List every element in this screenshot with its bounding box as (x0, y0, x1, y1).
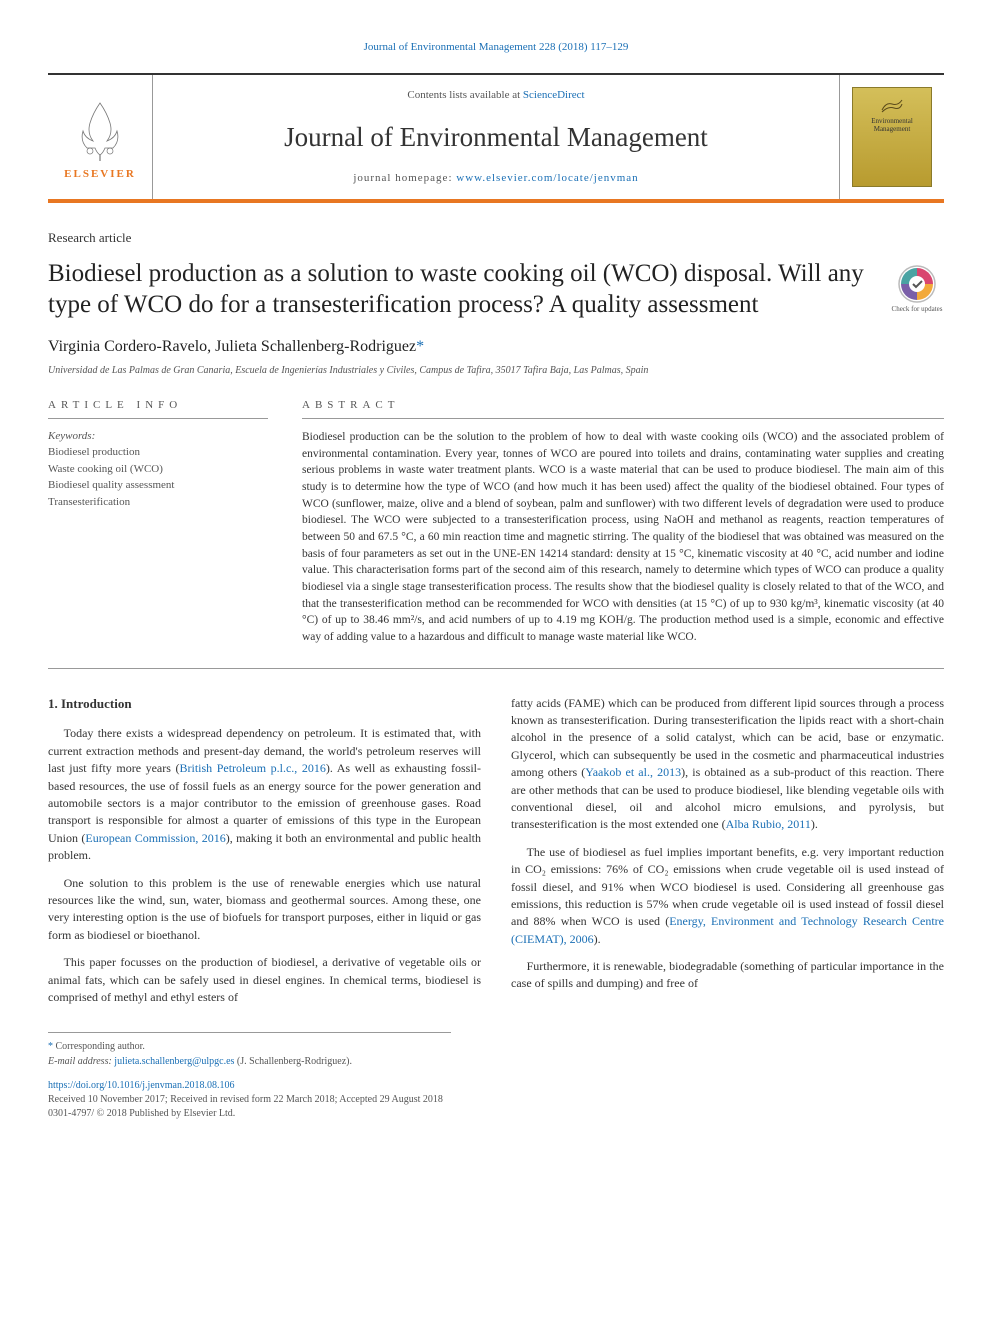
publisher-name: ELSEVIER (64, 167, 136, 182)
keyword-item: Waste cooking oil (WCO) (48, 461, 268, 478)
text: ). (594, 932, 601, 946)
abstract-head: ABSTRACT (302, 398, 944, 418)
contents-prefix: Contents lists available at (407, 89, 522, 101)
citation-link[interactable]: British Petroleum p.l.c., 2016 (179, 761, 325, 775)
abstract-text: Biodiesel production can be the solution… (302, 429, 944, 646)
elsevier-tree-icon (65, 93, 135, 163)
abstract-column: ABSTRACT Biodiesel production can be the… (302, 398, 944, 645)
article-type: Research article (48, 229, 944, 247)
check-updates-label: Check for updates (890, 306, 944, 314)
paragraph: Today there exists a widespread dependen… (48, 725, 481, 864)
doi-line: https://doi.org/10.1016/j.jenvman.2018.0… (48, 1079, 944, 1093)
footnotes: * Corresponding author. E-mail address: … (48, 1032, 451, 1069)
citation-link[interactable]: Alba Rubio, 2011 (726, 817, 811, 831)
corresponding-mark-icon: * (48, 1041, 56, 1052)
homepage-line: journal homepage: www.elsevier.com/locat… (165, 171, 827, 186)
email-paren: (J. Schallenberg-Rodriguez). (237, 1056, 352, 1067)
sciencedirect-link[interactable]: ScienceDirect (523, 89, 585, 101)
article-history: Received 10 November 2017; Received in r… (48, 1093, 944, 1107)
journal-cover-thumb: Environmental Management (852, 87, 932, 187)
copyright-line: 0301-4797/ © 2018 Published by Elsevier … (48, 1107, 944, 1121)
paragraph: This paper focusses on the production of… (48, 954, 481, 1006)
contents-line: Contents lists available at ScienceDirec… (165, 88, 827, 103)
article-info-head: ARTICLE INFO (48, 398, 268, 418)
corresponding-text: Corresponding author. (56, 1041, 145, 1052)
citation-link[interactable]: European Commission, 2016 (85, 831, 225, 845)
paragraph: The use of biodiesel as fuel implies imp… (511, 844, 944, 948)
cover-label: Environmental Management (853, 118, 931, 133)
text: ). (811, 817, 818, 831)
running-head: Journal of Environmental Management 228 … (48, 40, 944, 55)
corresponding-mark-icon: * (416, 338, 424, 355)
corresponding-note: * Corresponding author. (48, 1039, 451, 1054)
header-center: Contents lists available at ScienceDirec… (153, 75, 839, 199)
paragraph: Furthermore, it is renewable, biodegrada… (511, 958, 944, 993)
authors: Virginia Cordero-Ravelo, Julieta Schalle… (48, 336, 944, 358)
keyword-item: Transesterification (48, 494, 268, 511)
article-info-column: ARTICLE INFO Keywords: Biodiesel product… (48, 398, 268, 645)
keywords-label: Keywords: (48, 429, 268, 444)
body-text: 1. Introduction Today there exists a wid… (48, 695, 944, 1010)
keyword-item: Biodiesel production (48, 444, 268, 461)
check-updates-icon (897, 264, 937, 304)
homepage-prefix: journal homepage: (353, 172, 456, 184)
journal-cover-box: Environmental Management (839, 75, 944, 199)
affiliation: Universidad de Las Palmas de Gran Canari… (48, 364, 944, 378)
paragraph: fatty acids (FAME) which can be produced… (511, 695, 944, 834)
citation-link[interactable]: Yaakob et al., 2013 (585, 765, 681, 779)
paragraph: One solution to this problem is the use … (48, 875, 481, 945)
article-title: Biodiesel production as a solution to wa… (48, 258, 870, 321)
publisher-logo-box: ELSEVIER (48, 75, 153, 199)
section-heading: 1. Introduction (48, 695, 481, 714)
homepage-link[interactable]: www.elsevier.com/locate/jenvman (456, 172, 638, 184)
journal-header: ELSEVIER Contents lists available at Sci… (48, 73, 944, 203)
email-link[interactable]: julieta.schallenberg@ulpgc.es (114, 1056, 234, 1067)
keyword-item: Biodiesel quality assessment (48, 477, 268, 494)
doi-link[interactable]: https://doi.org/10.1016/j.jenvman.2018.0… (48, 1080, 234, 1091)
email-label: E-mail address: (48, 1056, 112, 1067)
authors-names: Virginia Cordero-Ravelo, Julieta Schalle… (48, 338, 416, 355)
email-line: E-mail address: julieta.schallenberg@ulp… (48, 1054, 451, 1069)
section-divider (48, 668, 944, 669)
check-updates-badge[interactable]: Check for updates (890, 264, 944, 314)
journal-name: Journal of Environmental Management (165, 119, 827, 157)
